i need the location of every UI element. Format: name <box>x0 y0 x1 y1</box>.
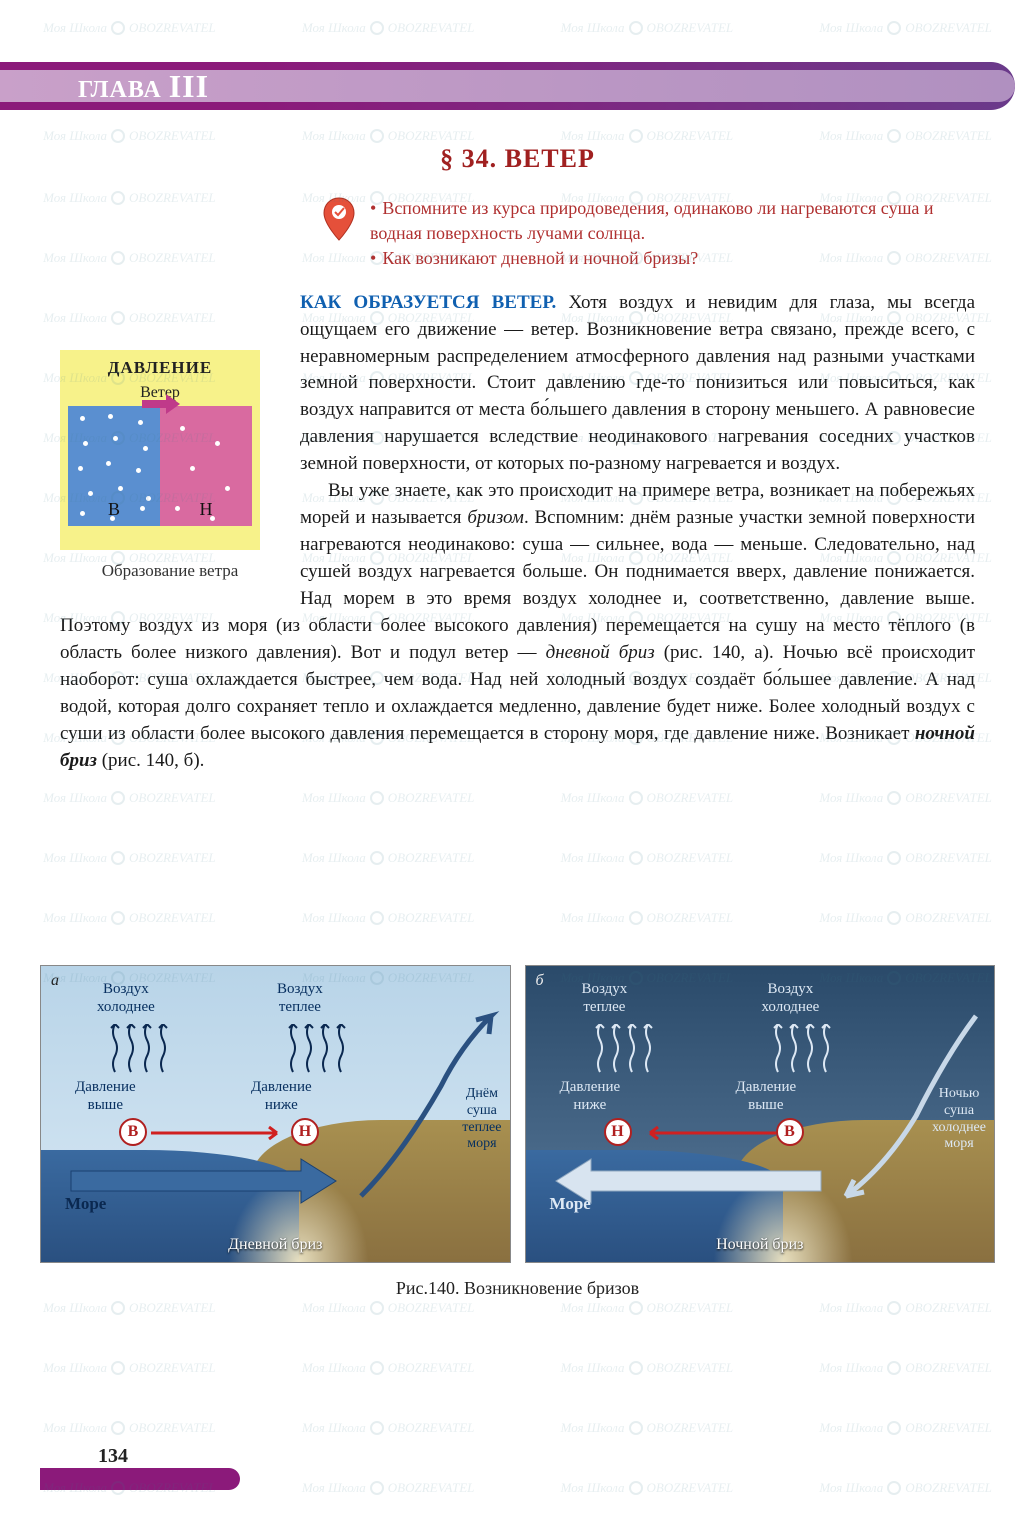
high-pressure-column: В <box>68 406 160 526</box>
side-text: Днёмсушатеплееморя <box>462 1086 501 1153</box>
wavy-lines-icon <box>107 1024 171 1079</box>
wavy-lines-icon <box>285 1024 349 1079</box>
page-number: 134 <box>98 1445 128 1468</box>
wavy-lines-icon <box>592 1024 656 1079</box>
pressure-high-label: Давлениевыше <box>75 1078 136 1114</box>
node-B: В <box>776 1118 804 1146</box>
intro-block: •Вспомните из курса природоведения, один… <box>320 196 975 272</box>
air-cold-label: Воздуххолоднее <box>97 980 155 1016</box>
panel-tag: б <box>536 972 544 990</box>
content-area: § 34. ВЕТЕР •Вспомните из курса природов… <box>60 130 975 775</box>
sea-label: Море <box>550 1194 591 1214</box>
panel-caption: Ночной бриз <box>526 1236 995 1254</box>
panel-caption: Дневной бриз <box>41 1236 510 1254</box>
red-arrow-icon <box>636 1126 776 1145</box>
pressure-low-label: Давлениениже <box>560 1078 621 1114</box>
pressure-title: ДАВЛЕНИЕ <box>68 358 252 378</box>
pressure-high-label: Давлениевыше <box>736 1078 797 1114</box>
section-title: § 34. ВЕТЕР <box>60 144 975 174</box>
red-arrow-icon <box>151 1126 291 1145</box>
pin-icon <box>320 196 358 242</box>
intro-item: •Как возникают дневной и ночной бризы? <box>370 246 975 271</box>
page-number-bar <box>40 1468 240 1490</box>
node-H: Н <box>291 1118 319 1146</box>
pressure-figure: ДАВЛЕНИЕ Ветер В Н <box>60 350 280 582</box>
node-B: В <box>119 1118 147 1146</box>
air-cold-label: Воздуххолоднее <box>762 980 820 1016</box>
breeze-panel-night: б Воздухтеплее Воздуххолоднее Давлениени… <box>525 965 996 1263</box>
chapter-label: ГЛАВА III <box>78 68 209 105</box>
pressure-low-label: Давлениениже <box>251 1078 312 1114</box>
sea-label: Море <box>65 1194 106 1214</box>
low-pressure-column: Н <box>160 406 252 526</box>
pressure-columns: В Н <box>68 406 252 526</box>
air-warm-label: Воздухтеплее <box>582 980 628 1016</box>
chapter-word: ГЛАВА <box>78 77 162 103</box>
wavy-lines-icon <box>770 1024 834 1079</box>
node-H: Н <box>604 1118 632 1146</box>
chapter-number: III <box>169 68 209 104</box>
wind-arrow-icon <box>140 394 180 414</box>
run-in-heading: КАК ОБРАЗУЕТСЯ ВЕТЕР. <box>300 292 556 313</box>
body-wrap: ДАВЛЕНИЕ Ветер В Н <box>60 290 975 775</box>
intro-item: •Вспомните из курса природоведения, один… <box>370 196 975 246</box>
breeze-panel-day: а Воздуххолоднее Воздухтеплее Давлениевы… <box>40 965 511 1263</box>
figure-140-caption: Рис.140. Возникновение бризов <box>0 1278 1035 1299</box>
intro-list: •Вспомните из курса природоведения, один… <box>370 196 975 272</box>
page: Моя Школа OBOZREVATELМоя Школа OBOZREVAT… <box>0 0 1035 1516</box>
col-B-label: В <box>68 499 160 520</box>
panel-tag: а <box>51 972 59 990</box>
pressure-diagram: ДАВЛЕНИЕ Ветер В Н <box>60 350 260 550</box>
side-text: Ночьюсушахолоднееморя <box>932 1086 986 1153</box>
pressure-fig-caption: Образование ветра <box>60 560 280 582</box>
breeze-figures: а Воздуххолоднее Воздухтеплее Давлениевы… <box>40 965 995 1263</box>
col-H-label: Н <box>160 499 252 520</box>
air-warm-label: Воздухтеплее <box>277 980 323 1016</box>
